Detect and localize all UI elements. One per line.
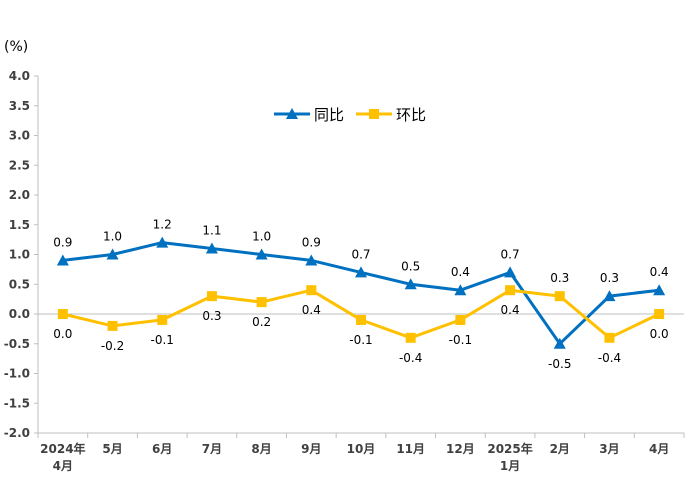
series-1-point — [653, 284, 666, 296]
series-1-point — [454, 284, 467, 296]
data-labels: 0.9 1.0 1.2 1.1 1.0 0.9 0.7 0.5 0.4 0.7 -0.5 0.3 0.4… — [53, 218, 668, 371]
x-tick-label: 8月 — [251, 442, 271, 456]
series-1-point — [205, 242, 218, 254]
series-2-data-label: 0.4 — [302, 303, 321, 317]
series-2-data-label: 0.2 — [252, 315, 271, 329]
y-tick-label: 2.0 — [9, 188, 30, 202]
series-2-data-label: -0.2 — [101, 339, 124, 353]
x-tick-label: 9月 — [301, 442, 321, 456]
series-1-data-label: 0.3 — [600, 271, 619, 285]
series-2-data-label: 0.4 — [501, 303, 520, 317]
series-2-point — [206, 291, 217, 302]
y-tick-label: -1.0 — [4, 367, 30, 381]
series-2-point — [405, 332, 416, 343]
series-2-data-label: -0.4 — [598, 351, 621, 365]
x-tick-label: 5月 — [102, 442, 122, 456]
series-1-point — [603, 290, 616, 302]
y-tick-label: 0.5 — [9, 277, 30, 291]
series-2-data-label: -0.4 — [399, 351, 422, 365]
series-1-data-label: 1.0 — [252, 230, 271, 244]
x-tick-label: 4月 — [53, 459, 73, 473]
y-tick-label: 0.0 — [9, 307, 30, 321]
legend-marker-2 — [369, 109, 379, 119]
series-2-data-label: -0.1 — [449, 333, 472, 347]
series-1-data-label: 0.9 — [53, 235, 72, 249]
legend-marker-1 — [286, 108, 298, 119]
y-tick-label: -0.5 — [4, 337, 30, 351]
series-1-data-label: 0.7 — [351, 247, 370, 261]
x-tick-label: 11月 — [396, 442, 425, 456]
series-1-point — [404, 278, 417, 290]
series-1-data-label: 1.1 — [202, 224, 221, 238]
series-2-point — [505, 285, 516, 296]
series-2-point — [157, 314, 168, 325]
series-1-point — [56, 254, 69, 266]
series-2-data-label: -0.1 — [151, 333, 174, 347]
series-1-point — [355, 266, 367, 278]
series-1-point — [553, 337, 566, 349]
series-1-data-label: 1.0 — [103, 230, 122, 244]
series-1-point — [504, 266, 517, 278]
x-tick-label: 2024年 — [40, 441, 85, 456]
y-tick-label: 3.0 — [9, 129, 30, 143]
series-2-point — [107, 320, 118, 331]
series-2-point — [654, 309, 665, 319]
legend: 同比 环比 — [274, 106, 426, 124]
series-1-point — [156, 236, 169, 248]
series-2-point — [256, 297, 267, 308]
x-tick-label: 6月 — [152, 442, 172, 456]
series-2-data-label: -0.1 — [349, 333, 372, 347]
axes — [34, 75, 685, 438]
series-2-point — [604, 332, 615, 343]
series-1-point — [305, 254, 318, 266]
x-tick-label: 7月 — [202, 442, 222, 456]
series-1-data-label: 0.7 — [501, 247, 520, 261]
series-2-point — [356, 314, 366, 325]
series-markers — [56, 236, 666, 349]
series-2-point — [57, 309, 68, 319]
series-1-point — [255, 248, 268, 260]
x-tick-label: 4月 — [649, 442, 669, 456]
x-tick-label: 3月 — [599, 442, 619, 456]
series-2-data-label: 0.0 — [53, 327, 72, 341]
legend-label-2: 环比 — [396, 106, 426, 124]
x-tick-label: 12月 — [446, 442, 475, 456]
x-tick-label: 10月 — [347, 442, 376, 456]
series-1-point — [106, 248, 119, 260]
series-2-data-label: 0.3 — [202, 309, 221, 323]
y-tick-label: 2.5 — [9, 158, 30, 172]
series-2-point — [306, 285, 317, 296]
series-1-data-label: 0.4 — [451, 265, 470, 279]
y-tick-label: 4.0 — [9, 69, 30, 83]
y-tick-label: -2.0 — [4, 426, 30, 440]
series-1-data-label: 1.2 — [153, 218, 172, 232]
y-tick-label: 3.5 — [9, 99, 30, 113]
series-1-data-label: 0.4 — [650, 265, 669, 279]
series-2-data-label: 0.3 — [550, 271, 569, 285]
y-tick-label: 1.5 — [9, 218, 30, 232]
x-tick-label: 2025年 — [487, 441, 532, 456]
x-tick-label: 2月 — [550, 442, 570, 456]
series-2-point — [455, 314, 466, 325]
y-tick-label: -1.5 — [4, 396, 30, 410]
series-1-data-label: -0.5 — [548, 357, 571, 371]
series-1-data-label: 0.9 — [302, 235, 321, 249]
series-2-data-label: 0.0 — [650, 327, 669, 341]
y-tick-label: 1.0 — [9, 248, 30, 262]
x-tick-labels: 2024年 4月 5月 6月 7月 8月 9月 10月 11月 12月 2025年 1月 2月 3月 4月 — [40, 441, 669, 473]
legend-label-1: 同比 — [314, 106, 344, 124]
series-1-data-label: 0.5 — [401, 259, 420, 273]
x-tick-label: 1月 — [500, 459, 520, 473]
y-tick-labels: 4.0 3.5 3.0 2.5 2.0 1.5 1.0 0.5 0.0 -0.5 -1.0 -1.5 -… — [4, 69, 30, 440]
y-unit-label: (%) — [4, 39, 28, 55]
series-2-point — [554, 291, 565, 302]
